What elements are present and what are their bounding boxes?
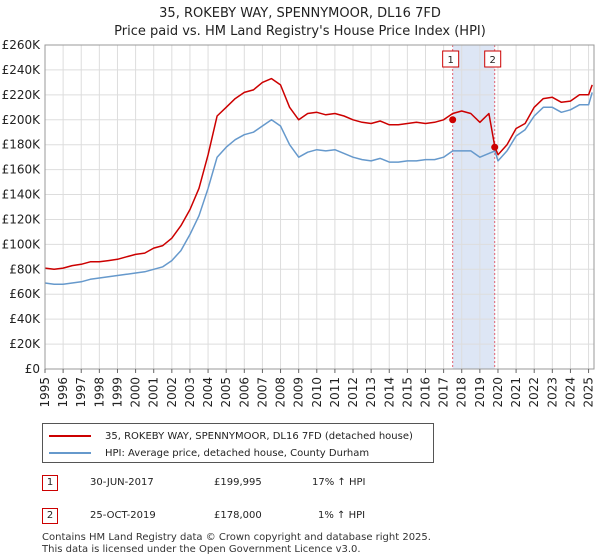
y-tick-label: £80K — [9, 262, 41, 276]
legend-swatch-hpi — [49, 452, 91, 454]
x-tick-label: 2009 — [292, 377, 306, 408]
x-axis: 1995 1996 1997 1998 1999 2000 2001 2002 2003 2004… — [38, 369, 596, 408]
x-tick-label: 2024 — [563, 377, 577, 408]
y-tick-label: £40K — [9, 312, 41, 326]
transaction-hpi: 1% ↑ HPI — [318, 510, 366, 521]
footer-line-2: This data is licensed under the Open Gov… — [42, 544, 361, 555]
x-tick-label: 2000 — [129, 377, 143, 408]
transaction-date: 25-OCT-2019 — [90, 510, 156, 521]
x-tick-label: 2004 — [201, 377, 215, 408]
y-tick-label: £160K — [2, 163, 42, 177]
x-tick-label: 2021 — [509, 377, 523, 408]
chart-subtitle: Price paid vs. HM Land Registry's House … — [114, 24, 486, 39]
footer-line-1: Contains HM Land Registry data © Crown c… — [42, 532, 431, 543]
x-tick-label: 1997 — [74, 377, 88, 408]
grid-lines — [44, 44, 594, 370]
property-price-line — [44, 77, 593, 271]
hpi-line — [44, 92, 593, 286]
sale-point — [449, 116, 457, 124]
chart-title: 35, ROKEBY WAY, SPENNYMOOR, DL16 7FD — [159, 6, 441, 21]
x-tick-label: 2015 — [400, 377, 414, 408]
sale-point — [491, 143, 499, 151]
legend-label-property: 35, ROKEBY WAY, SPENNYMOOR, DL16 7FD (de… — [105, 430, 413, 442]
x-tick-label: 2018 — [455, 377, 469, 408]
x-tick-label: 1998 — [92, 377, 106, 408]
transaction-price: £199,995 — [214, 477, 262, 488]
sale-marker-lines — [452, 45, 496, 369]
sale-badge-box — [442, 50, 460, 68]
plot-area — [45, 45, 594, 369]
transaction-price: £178,000 — [214, 510, 262, 521]
x-tick-label: 2023 — [545, 377, 559, 408]
transaction-hpi: 17% ↑ HPI — [312, 477, 366, 488]
x-tick-label: 2019 — [473, 377, 487, 408]
x-tick-label: 2006 — [237, 377, 251, 408]
x-tick-label: 1995 — [38, 377, 52, 408]
series-lines — [44, 77, 593, 286]
x-tick-label: 2011 — [328, 377, 342, 408]
sale-badge-label: 1 — [447, 55, 453, 66]
x-tick-label: 1999 — [110, 377, 124, 408]
legend-swatch-property — [49, 435, 91, 437]
x-tick-label: 2008 — [274, 377, 288, 408]
x-tick-label: 1996 — [56, 377, 70, 408]
sale-badge-label: 2 — [490, 55, 496, 66]
transaction-badge: 2 — [42, 508, 58, 524]
x-tick-label: 2016 — [418, 377, 432, 408]
x-tick-label: 2002 — [165, 377, 179, 408]
x-tick-label: 2020 — [491, 377, 505, 408]
legend-label-hpi: HPI: Average price, detached house, Coun… — [105, 447, 370, 459]
y-tick-label: £240K — [2, 63, 42, 77]
x-tick-label: 2001 — [147, 377, 161, 408]
y-tick-label: £140K — [2, 188, 42, 202]
footer: Contains HM Land Registry data © Crown c… — [42, 532, 431, 556]
y-tick-label: £120K — [2, 212, 42, 226]
x-tick-label: 2003 — [183, 377, 197, 408]
x-tick-label: 2005 — [219, 377, 233, 408]
transaction-date: 30-JUN-2017 — [90, 477, 154, 488]
sale-period-shade — [452, 45, 495, 369]
y-tick-label: £0 — [25, 362, 40, 376]
legend-item-hpi: HPI: Average price, detached house, Coun… — [49, 445, 369, 461]
x-tick-label: 2010 — [310, 377, 324, 408]
x-tick-label: 2017 — [437, 377, 451, 408]
x-tick-label: 2025 — [582, 377, 596, 408]
legend-item-property: 35, ROKEBY WAY, SPENNYMOOR, DL16 7FD (de… — [49, 428, 413, 444]
y-tick-label: £60K — [9, 287, 41, 301]
x-tick-label: 2012 — [346, 377, 360, 408]
x-tick-label: 2007 — [255, 377, 269, 408]
y-axis: £0 £20K £40K £60K £80K £100K £120K £140K £160K £1… — [2, 38, 42, 376]
sale-badge-box — [484, 50, 502, 68]
y-tick-label: £20K — [9, 337, 41, 351]
y-tick-label: £180K — [2, 138, 42, 152]
y-tick-label: £100K — [2, 237, 42, 251]
plot-border — [44, 44, 595, 370]
x-tick-label: 2013 — [364, 377, 378, 408]
x-tick-label: 2022 — [527, 377, 541, 408]
legend: 35, ROKEBY WAY, SPENNYMOOR, DL16 7FD (de… — [42, 423, 434, 463]
y-tick-label: £220K — [2, 88, 42, 102]
transaction-badge: 1 — [42, 475, 58, 491]
x-tick-label: 2014 — [382, 377, 396, 408]
y-tick-label: £260K — [2, 38, 42, 52]
sale-points — [449, 116, 499, 151]
y-tick-label: £200K — [2, 113, 42, 127]
